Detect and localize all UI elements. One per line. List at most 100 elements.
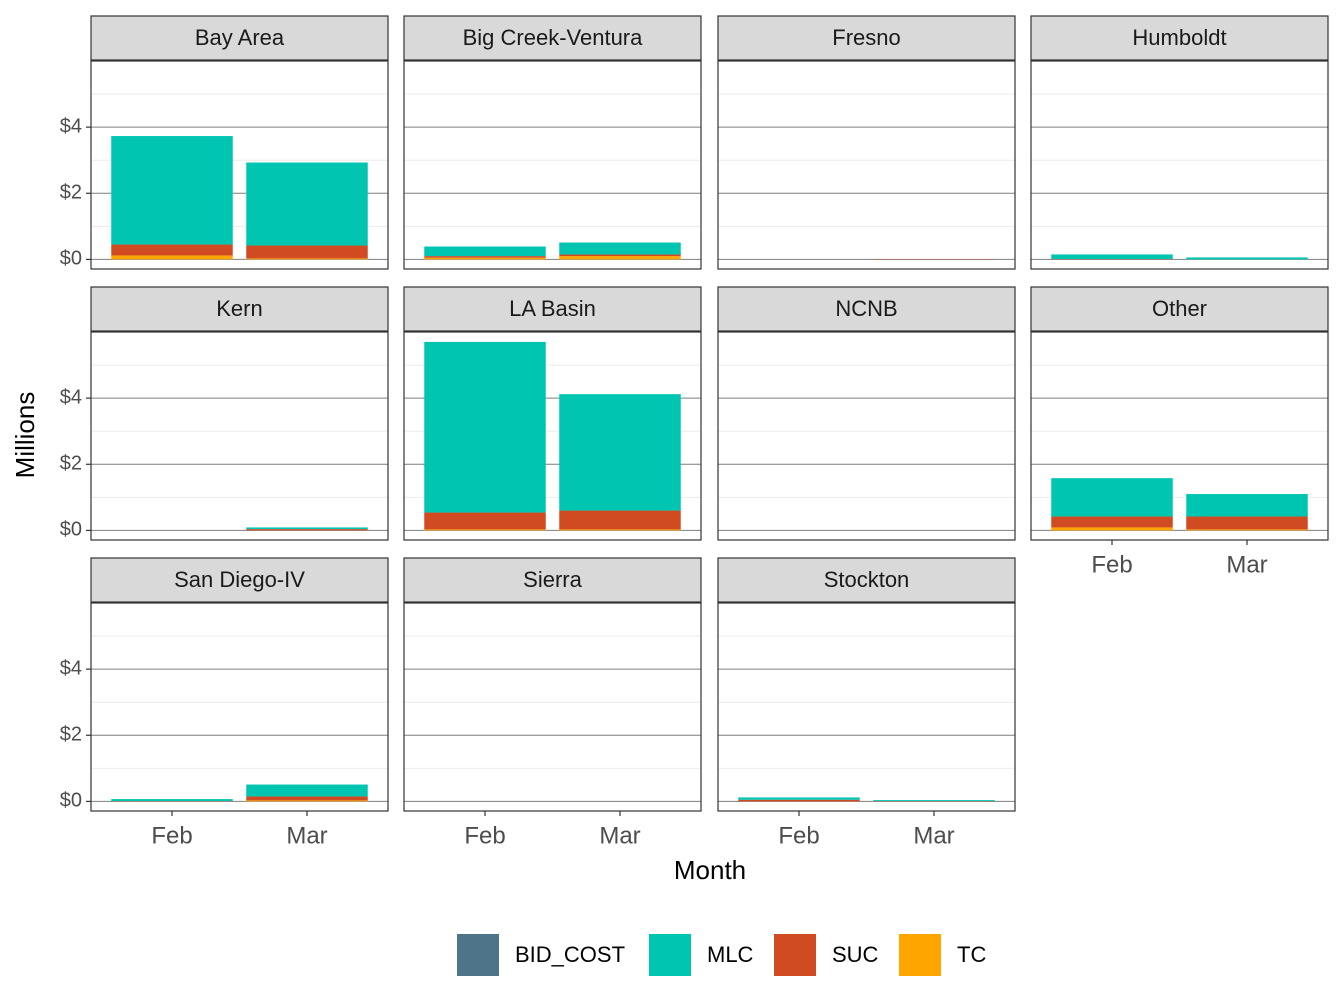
x-axis-title: Month — [674, 855, 746, 885]
y-tick-label: $2 — [60, 453, 82, 475]
y-tick-label: $2 — [60, 182, 82, 204]
legend-key — [899, 934, 941, 976]
bar-segment — [1051, 516, 1173, 528]
strip — [717, 286, 1016, 332]
panel-border — [717, 331, 1016, 541]
bar-segment — [111, 255, 233, 260]
panel-border — [90, 60, 389, 270]
strip-title: Big Creek-Ventura — [463, 25, 644, 50]
bar-segment — [1051, 527, 1173, 531]
panel — [718, 61, 1015, 269]
strip — [90, 557, 389, 603]
legend-label: MLC — [707, 942, 754, 967]
bar-segment — [559, 254, 681, 257]
y-tick-label: $4 — [60, 386, 82, 408]
bar-segment — [1186, 257, 1308, 260]
bar-segment — [424, 256, 546, 258]
bar-segment — [246, 784, 368, 797]
bar-segment — [424, 529, 546, 531]
legend-label: SUC — [832, 942, 879, 967]
strip-title: Kern — [216, 296, 262, 321]
panel — [718, 332, 1015, 540]
panel-border — [403, 602, 702, 812]
bar-segment — [873, 800, 995, 802]
strip-title: Other — [1152, 296, 1207, 321]
bar-segment — [1186, 494, 1308, 517]
bar-segment — [246, 529, 368, 531]
bar-segment — [246, 245, 368, 259]
x-tick-label: Mar — [599, 822, 640, 849]
panel — [718, 603, 1015, 811]
bar-segment — [559, 256, 681, 260]
bar-segment — [424, 341, 546, 513]
x-tick-label: Mar — [1226, 551, 1267, 578]
bar-segment — [559, 394, 681, 511]
legend-key — [457, 934, 499, 976]
strip-title: NCNB — [835, 296, 897, 321]
panel-border — [403, 331, 702, 541]
strip-title: Bay Area — [195, 25, 285, 50]
panel-border — [717, 602, 1016, 812]
panel-border — [1030, 331, 1329, 541]
bar-segment — [246, 527, 368, 530]
panel — [91, 332, 388, 540]
y-tick-label: $0 — [60, 519, 82, 541]
bar-segment — [111, 136, 233, 245]
x-tick-label: Mar — [913, 822, 954, 849]
bar-segment — [1051, 478, 1173, 517]
bar-segment — [246, 258, 368, 260]
strip — [1030, 15, 1329, 61]
legend-key — [649, 934, 691, 976]
panel-border — [403, 60, 702, 270]
bar-segment — [246, 162, 368, 246]
strip — [403, 557, 702, 603]
strip — [90, 15, 389, 61]
legend-label: TC — [957, 942, 986, 967]
legend-label: BID_COST — [515, 942, 625, 967]
bar-segment — [738, 799, 860, 802]
y-tick-label: $2 — [60, 724, 82, 746]
x-tick-label: Feb — [778, 822, 819, 849]
x-tick-label: Feb — [464, 822, 505, 849]
legend-key — [774, 934, 816, 976]
y-tick-label: $4 — [60, 657, 82, 679]
y-tick-label: $0 — [60, 248, 82, 270]
bar-segment — [559, 529, 681, 531]
bar-segment — [424, 512, 546, 530]
strip-title: Fresno — [832, 25, 900, 50]
bar-segment — [1186, 529, 1308, 531]
panel — [404, 603, 701, 811]
strip-title: San Diego-IV — [174, 567, 305, 592]
x-tick-label: Feb — [151, 822, 192, 849]
strip — [717, 15, 1016, 61]
panel-border — [1030, 60, 1329, 270]
bar-segment — [246, 796, 368, 801]
bar-segment — [111, 244, 233, 256]
strip — [403, 15, 702, 61]
bar-segment — [111, 799, 233, 802]
y-tick-label: $0 — [60, 790, 82, 812]
strip — [90, 286, 389, 332]
strip-title: Stockton — [824, 567, 910, 592]
strip — [1030, 286, 1329, 332]
panel-border — [90, 331, 389, 541]
bar-segment — [1051, 254, 1173, 260]
panel — [91, 603, 388, 811]
x-tick-label: Mar — [286, 822, 327, 849]
y-axis-title: Millions — [10, 392, 40, 479]
y-tick-label: $4 — [60, 115, 82, 137]
strip — [403, 286, 702, 332]
bar-segment — [424, 257, 546, 260]
bar-segment — [738, 797, 860, 800]
panel — [1031, 61, 1328, 269]
bar-segment — [559, 242, 681, 255]
panel — [404, 61, 701, 269]
strip-title: LA Basin — [509, 296, 596, 321]
strip — [717, 557, 1016, 603]
bar-segment — [1186, 516, 1308, 530]
strip-title: Humboldt — [1132, 25, 1226, 50]
bar-segment — [424, 246, 546, 257]
x-tick-label: Feb — [1091, 551, 1132, 578]
panel-border — [90, 602, 389, 812]
